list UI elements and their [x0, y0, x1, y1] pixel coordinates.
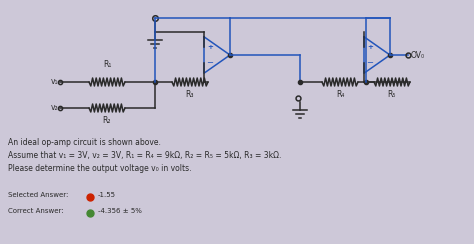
Text: −: −	[207, 58, 213, 67]
Text: R₁: R₁	[103, 60, 111, 69]
Text: Assume that v₁ = 3V, v₂ = 3V, R₁ = R₄ = 9kΩ, R₂ = R₅ = 5kΩ, R₃ = 3kΩ.: Assume that v₁ = 3V, v₂ = 3V, R₁ = R₄ = …	[8, 151, 282, 160]
Text: R₅: R₅	[388, 90, 396, 99]
Text: +: +	[367, 44, 373, 50]
Text: Please determine the output voltage v₀ in volts.: Please determine the output voltage v₀ i…	[8, 164, 191, 173]
Text: R₃: R₃	[186, 90, 194, 99]
Text: OV₀: OV₀	[411, 51, 425, 60]
Text: +: +	[207, 44, 213, 50]
Text: v₁: v₁	[51, 78, 58, 87]
Text: R₄: R₄	[336, 90, 344, 99]
Text: R₂: R₂	[103, 116, 111, 125]
Text: An ideal op-amp circuit is shown above.: An ideal op-amp circuit is shown above.	[8, 138, 161, 147]
Text: Selected Answer:: Selected Answer:	[8, 192, 68, 198]
Text: v₂: v₂	[50, 103, 58, 112]
Text: -4.356 ± 5%: -4.356 ± 5%	[98, 208, 142, 214]
Text: -1.55: -1.55	[98, 192, 116, 198]
Text: Correct Answer:: Correct Answer:	[8, 208, 64, 214]
Text: −: −	[366, 58, 374, 67]
